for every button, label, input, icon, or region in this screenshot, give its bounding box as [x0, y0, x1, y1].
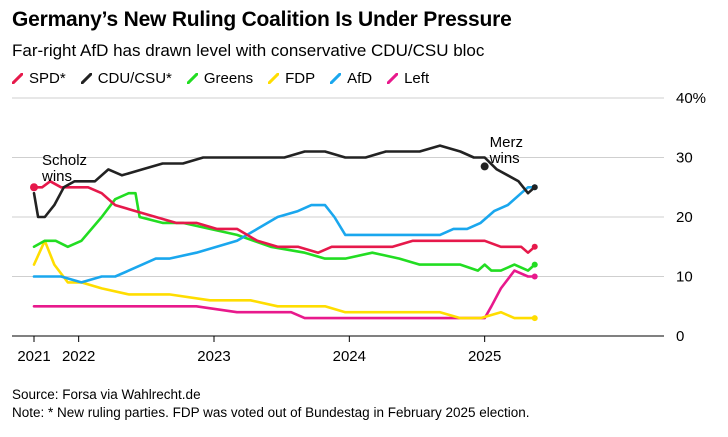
y-tick-label-10: 10	[676, 269, 693, 286]
annotation-label-1-0: Merz	[490, 134, 523, 151]
end-point-cducsu	[531, 184, 538, 191]
series-line-cducsu	[32, 144, 536, 219]
y-tick-label-40: 40%	[676, 90, 706, 107]
legend-swatch-cducsu	[80, 72, 92, 84]
chart-subtitle: Far-right AfD has drawn level with conse…	[12, 41, 485, 60]
annotation-label-0-0: Scholz	[42, 152, 87, 169]
end-point-left	[531, 273, 538, 280]
y-tick-label-0: 0	[676, 328, 684, 345]
annotation-label-1-1: wins	[489, 150, 520, 167]
series-line-afd	[32, 186, 536, 284]
x-tick-label-2025: 2025	[468, 348, 501, 365]
y-tick-label-30: 30	[676, 150, 693, 167]
legend-label-greens: Greens	[203, 69, 254, 87]
legend-item-afd: AfD	[330, 70, 372, 87]
end-point-greens	[531, 261, 538, 268]
series-line-greens	[32, 191, 536, 272]
footnote: Note: * New ruling parties. FDP was vote…	[12, 405, 530, 420]
end-point-spd	[531, 243, 538, 250]
annotation-point-1	[480, 162, 489, 171]
x-tick-label-2022: 2022	[62, 348, 95, 365]
legend-swatch-left	[387, 72, 399, 84]
source-note: Source: Forsa via Wahlrecht.de	[12, 387, 201, 402]
chart-title: Germany’s New Ruling Coalition Is Under …	[12, 8, 512, 31]
legend-label-fdp: FDP	[285, 69, 316, 87]
legend-item-left: Left	[387, 70, 429, 87]
legend: SPD* CDU/CSU* Greens FDP AfD Left	[12, 68, 444, 88]
x-tick-label-2021: 2021	[17, 348, 50, 365]
legend-item-greens: Greens	[186, 69, 254, 87]
legend-label-spd: SPD*	[29, 69, 66, 87]
legend-item-cducsu: CDU/CSU*	[80, 69, 172, 87]
series-line-left	[32, 269, 536, 320]
legend-swatch-fdp	[268, 72, 280, 84]
legend-item-fdp: FDP	[268, 70, 315, 87]
legend-label-afd: AfD	[347, 69, 373, 87]
annotation-label-0-1: wins	[41, 168, 72, 185]
legend-swatch-spd	[12, 72, 23, 84]
x-tick-label-2023: 2023	[197, 348, 230, 365]
legend-swatch-greens	[186, 72, 198, 84]
legend-label-left: Left	[404, 69, 430, 87]
annotation-point-0	[30, 183, 38, 192]
series-line-spd	[32, 180, 536, 254]
legend-label-cducsu: CDU/CSU*	[97, 69, 172, 87]
legend-item-spd: SPD*	[12, 70, 66, 87]
y-tick-label-20: 20	[676, 209, 693, 226]
legend-swatch-afd	[330, 72, 342, 84]
x-tick-label-2024: 2024	[333, 348, 366, 365]
series-line-fdp	[32, 239, 536, 320]
end-point-fdp	[531, 315, 538, 322]
